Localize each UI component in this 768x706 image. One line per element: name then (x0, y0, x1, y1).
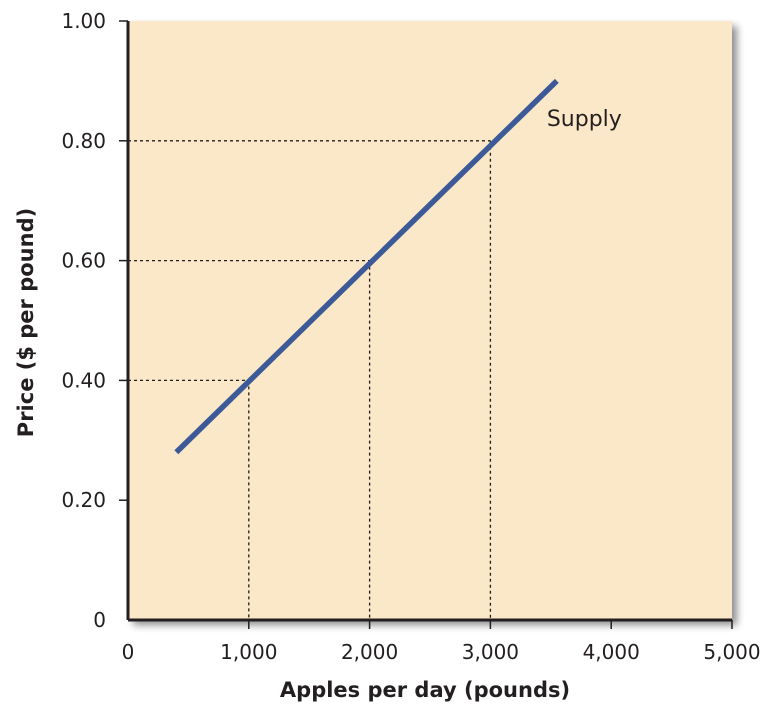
axes (126, 21, 732, 622)
x-tick-label: 3,000 (462, 640, 519, 664)
supply-label: Supply (547, 107, 622, 132)
y-tick-label: 0.40 (61, 368, 106, 392)
x-tick-label: 4,000 (583, 640, 640, 664)
y-tick-label: 1.00 (61, 9, 106, 33)
y-tick-label: 0.20 (61, 488, 106, 512)
y-tick-label: 0.60 (61, 249, 106, 273)
series-labels: Supply (547, 107, 622, 132)
plot-area (128, 21, 732, 620)
y-axis-ticks: 0 0.20 0.40 0.60 0.80 1.00 (61, 9, 128, 632)
series-lines (174, 78, 559, 455)
supply-line (174, 78, 559, 455)
reference-lines (128, 140, 492, 620)
x-axis-title: Apples per day (pounds) (280, 678, 570, 702)
x-axis-ticks: 0 1,000 2,000 3,000 4,000 5,000 (122, 620, 761, 664)
y-tick-label: 0.80 (61, 129, 106, 153)
x-tick-label: 0 (122, 640, 135, 664)
x-tick-label: 2,000 (341, 640, 398, 664)
x-tick-label: 5,000 (703, 640, 760, 664)
x-tick-label: 1,000 (220, 640, 277, 664)
y-axis-title: Price ($ per pound) (14, 208, 38, 437)
y-tick-label: 0 (93, 608, 106, 632)
